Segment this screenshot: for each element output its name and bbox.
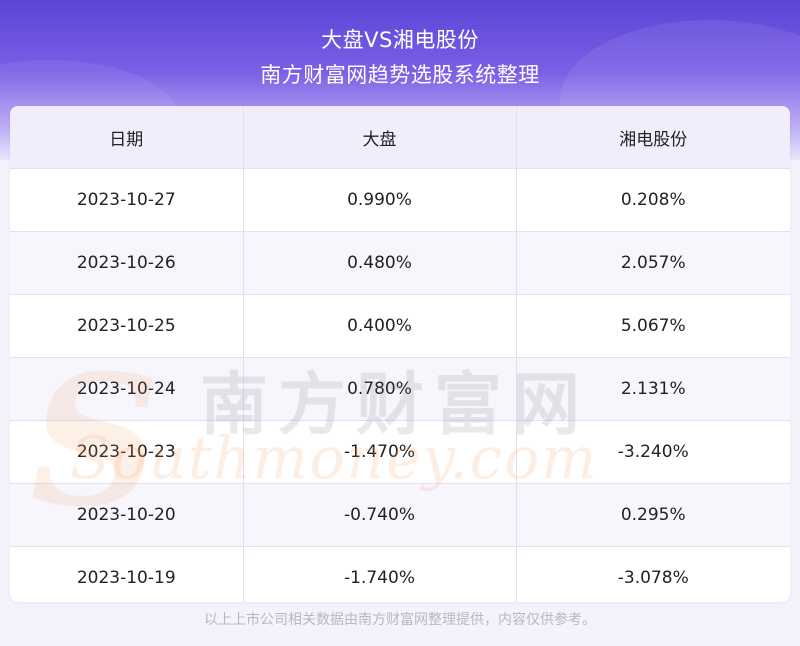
cell-market: 0.780% xyxy=(243,357,517,421)
cell-date: 2023-10-26 xyxy=(10,231,244,295)
cell-market: -1.740% xyxy=(243,546,517,602)
cell-stock: 0.295% xyxy=(516,483,790,547)
table-row: 2023-10-24 0.780% 2.131% xyxy=(10,357,790,421)
page-subtitle: 南方财富网趋势选股系统整理 xyxy=(260,63,540,87)
table-row: 2023-10-25 0.400% 5.067% xyxy=(10,294,790,358)
cell-market: 0.990% xyxy=(243,168,517,232)
comparison-table: 日期 大盘 湘电股份 2023-10-27 0.990% 0.208% 2023… xyxy=(10,106,790,602)
header-banner: 大盘VS湘电股份 南方财富网趋势选股系统整理 xyxy=(0,0,800,160)
cell-date: 2023-10-24 xyxy=(10,357,244,421)
cell-date: 2023-10-23 xyxy=(10,420,244,484)
cell-market: -0.740% xyxy=(243,483,517,547)
table-header-row: 日期 大盘 湘电股份 xyxy=(10,106,790,169)
column-header-stock: 湘电股份 xyxy=(516,106,790,169)
cell-stock: -3.078% xyxy=(617,568,689,588)
column-header-date: 日期 xyxy=(10,106,244,169)
cell-market: -1.470% xyxy=(243,420,517,484)
table-row: 2023-10-27 0.990% 0.208% xyxy=(10,168,790,232)
cell-stock: 0.208% xyxy=(516,168,790,232)
column-header-market: 大盘 xyxy=(243,106,517,169)
cell-date: 2023-10-27 xyxy=(10,168,244,232)
table-row: 2023-10-20 -0.740% 0.295% xyxy=(10,483,790,547)
table-row: 2023-10-23 -1.470% -3.240% xyxy=(10,420,790,484)
cell-stock: 2.131% xyxy=(516,357,790,421)
cell-date: 2023-10-25 xyxy=(10,294,244,358)
page-title: 大盘VS湘电股份 xyxy=(321,28,479,52)
cell-market: 0.480% xyxy=(243,231,517,295)
cell-stock: -3.240% xyxy=(516,420,790,484)
cell-date: 2023-10-19 xyxy=(10,546,244,602)
cell-stock: 5.067% xyxy=(516,294,790,358)
cell-market: 0.400% xyxy=(243,294,517,358)
table-row: 2023-10-19 -1.740% -3.078% xyxy=(10,546,790,602)
footer-disclaimer: 以上上市公司相关数据由南方财富网整理提供，内容仅供参考。 xyxy=(204,612,596,628)
table-row: 2023-10-26 0.480% 2.057% xyxy=(10,231,790,295)
cell-date: 2023-10-20 xyxy=(10,483,244,547)
comparison-table-card: 日期 大盘 湘电股份 2023-10-27 0.990% 0.208% 2023… xyxy=(10,106,790,602)
cell-stock: 2.057% xyxy=(516,231,790,295)
